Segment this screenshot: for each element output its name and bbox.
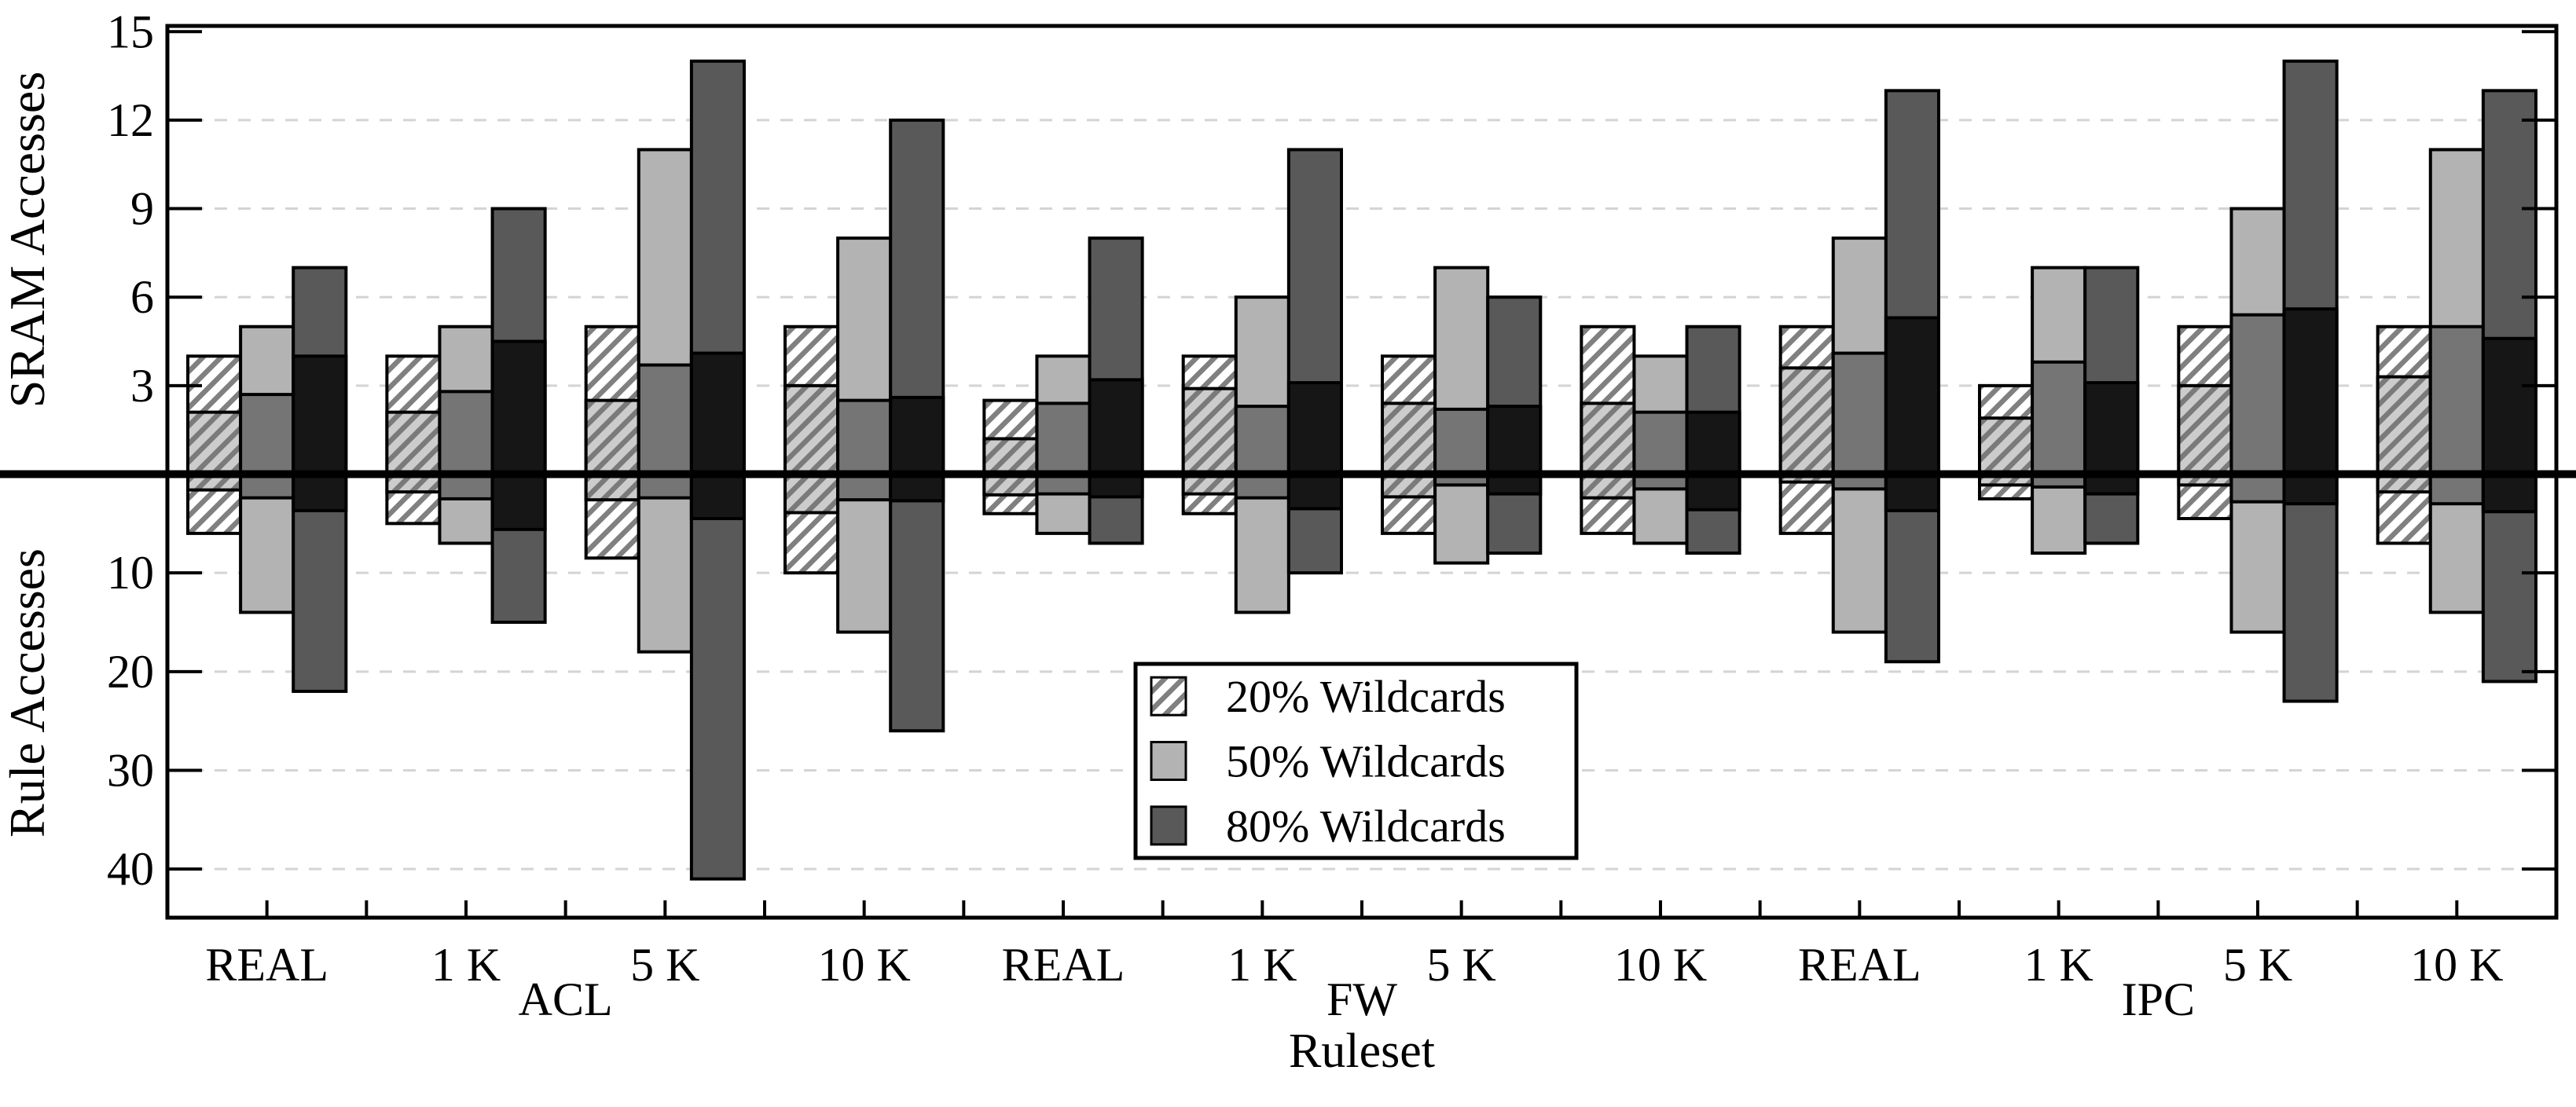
bar-avg-ACL-1K-s0 bbox=[385, 410, 442, 494]
gridlines-layer bbox=[167, 119, 2556, 871]
legend-label-2: 80% Wildcards bbox=[1226, 801, 1506, 852]
bar-avg-FW-1K-s2 bbox=[1286, 381, 1343, 511]
bar-avg-ACL-REAL-s1 bbox=[239, 393, 295, 500]
legend-label-0: 20% Wildcards bbox=[1226, 671, 1506, 722]
bar-avg-ACL-10K-s1 bbox=[836, 398, 893, 502]
bar-avg-FW-1K-s1 bbox=[1234, 405, 1290, 500]
legend-label-1: 50% Wildcards bbox=[1226, 736, 1506, 787]
bar-avg-IPC-REAL-s0 bbox=[1778, 366, 1835, 484]
bar-avg-FW-10K-s2 bbox=[1685, 410, 1741, 511]
ytick-label-top-9: 9 bbox=[130, 183, 154, 235]
y-axis-title-bottom: Rule Accesses bbox=[0, 548, 55, 838]
axes-layer bbox=[0, 24, 2576, 920]
bar-avg-ACL-10K-s0 bbox=[783, 383, 840, 515]
bar-avg-FW-10K-s0 bbox=[1580, 401, 1636, 500]
bar-avg-ACL-1K-s1 bbox=[438, 390, 494, 500]
bar-avg-FW-REAL-s1 bbox=[1035, 401, 1092, 496]
ytick-label-bottom-30: 30 bbox=[107, 744, 154, 796]
ytick-label-bottom-20: 20 bbox=[107, 646, 154, 698]
ytick-label-top-15: 15 bbox=[107, 5, 154, 57]
xtick-label-10: 5 K bbox=[2223, 939, 2292, 991]
bar-avg-IPC-REAL-s2 bbox=[1884, 316, 1940, 512]
xtick-label-6: 5 K bbox=[1426, 939, 1495, 991]
bar-avg-FW-5K-s2 bbox=[1486, 405, 1543, 496]
section-label-ACL: ACL bbox=[519, 973, 613, 1025]
bar-avg-IPC-1K-s1 bbox=[2031, 360, 2087, 489]
xtick-label-1: 1 K bbox=[431, 939, 501, 991]
ytick-label-bottom-40: 40 bbox=[107, 843, 154, 895]
bar-avg-ACL-1K-s2 bbox=[490, 339, 547, 531]
bar-avg-ACL-REAL-s2 bbox=[292, 354, 348, 512]
axis-labels-layer: 3 6 9 12 15 10 20 30 40 SRAM Accesses Rule Accesse… bbox=[0, 5, 2504, 1078]
xtick-label-3: 10 K bbox=[817, 939, 910, 991]
ytick-label-top-12: 12 bbox=[107, 94, 154, 146]
x-axis-title: Ruleset bbox=[1289, 1025, 1435, 1078]
xtick-label-2: 5 K bbox=[630, 939, 699, 991]
legend-swatch-0 bbox=[1150, 676, 1187, 717]
section-label-IPC: IPC bbox=[2122, 973, 2195, 1025]
xtick-label-11: 10 K bbox=[2410, 939, 2503, 991]
xtick-label-7: 10 K bbox=[1614, 939, 1707, 991]
bar-avg-ACL-10K-s2 bbox=[889, 395, 945, 503]
bar-avg-ACL-REAL-s0 bbox=[186, 410, 243, 492]
bar-avg-FW-REAL-s2 bbox=[1088, 378, 1144, 499]
legend: 20% Wildcards 50% Wildcards 80% Wildcards bbox=[1133, 662, 1579, 860]
bar-avg-IPC-REAL-s1 bbox=[1831, 351, 1888, 491]
bar-avg-IPC-10K-s2 bbox=[2481, 336, 2537, 514]
xtick-label-4: REAL bbox=[1002, 939, 1125, 991]
ytick-label-top-3: 3 bbox=[130, 360, 154, 412]
ytick-label-top-6: 6 bbox=[130, 271, 154, 323]
y-axis-title-top: SRAM Accesses bbox=[0, 71, 55, 408]
xtick-label-8: REAL bbox=[1798, 939, 1921, 991]
section-label-FW: FW bbox=[1327, 973, 1397, 1025]
bar-avg-ACL-5K-s2 bbox=[689, 351, 746, 521]
bar-avg-ACL-5K-s0 bbox=[584, 398, 640, 502]
xtick-label-5: 1 K bbox=[1227, 939, 1297, 991]
bar-avg-FW-REAL-s0 bbox=[982, 437, 1039, 497]
ytick-label-bottom-10: 10 bbox=[107, 547, 154, 599]
bar-avg-FW-1K-s0 bbox=[1181, 387, 1238, 496]
legend-swatch-2 bbox=[1150, 805, 1187, 846]
legend-swatch-1 bbox=[1150, 741, 1187, 781]
bar-avg-FW-5K-s0 bbox=[1381, 401, 1437, 499]
bar-avg-IPC-5K-s0 bbox=[2177, 383, 2233, 487]
xtick-label-0: REAL bbox=[205, 939, 328, 991]
legend-box bbox=[1133, 662, 1579, 860]
xtick-label-9: 1 K bbox=[2024, 939, 2093, 991]
